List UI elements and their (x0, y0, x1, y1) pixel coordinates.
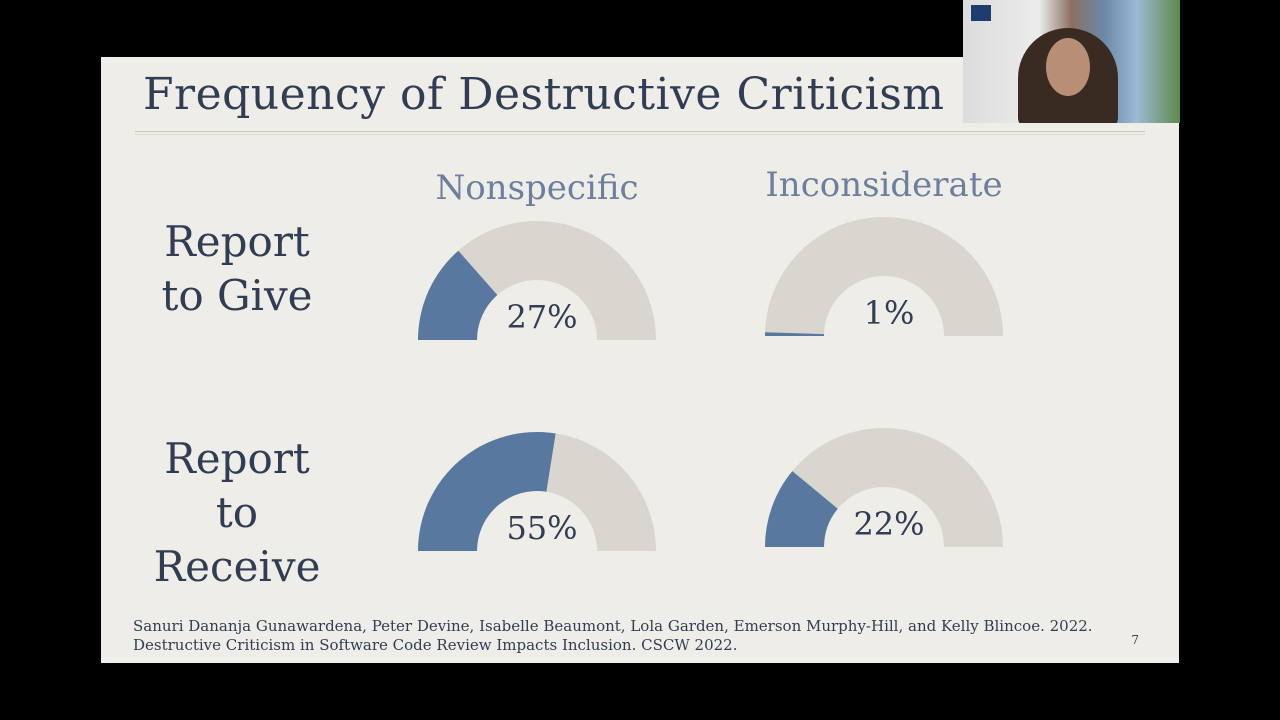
citation: Sanuri Dananja Gunawardena, Peter Devine… (133, 617, 1093, 654)
page-number: 7 (1131, 633, 1139, 647)
gauge-1-1: 22% (765, 428, 1003, 547)
gauge-0-1: 1% (765, 217, 1003, 336)
row-label-text: Report to Receive (153, 434, 321, 591)
slide: Frequency of Destructive Criticism Repor… (101, 57, 1179, 663)
gauge-chart: 27% 1% 55% 22% (418, 217, 1003, 551)
row-label-receive: Report to Receive (102, 432, 372, 594)
column-label-nonspecific: Nonspecific (435, 168, 639, 208)
presenter-face (1046, 38, 1090, 96)
row-label-give: Report to Give (102, 215, 372, 323)
gauge-fill (765, 332, 825, 336)
gauge-fill (765, 471, 838, 547)
gauge-value-label: 1% (864, 294, 915, 332)
gauge-1-0: 55% (418, 432, 656, 551)
row-label-text: Report to Give (161, 217, 313, 320)
gauge-value-label: 27% (506, 298, 577, 336)
title-divider (135, 131, 1145, 135)
gauge-value-label: 22% (853, 505, 924, 543)
webcam-video (963, 0, 1180, 123)
university-logo-icon (971, 5, 991, 21)
gauge-value-label: 55% (506, 509, 577, 547)
column-label-inconsiderate: Inconsiderate (765, 165, 1003, 205)
gauge-0-0: 27% (418, 221, 656, 340)
slide-title: Frequency of Destructive Criticism (143, 69, 945, 120)
gauge-track (765, 217, 1003, 336)
gauge-fill (418, 250, 498, 340)
gauge-fill (418, 432, 556, 551)
